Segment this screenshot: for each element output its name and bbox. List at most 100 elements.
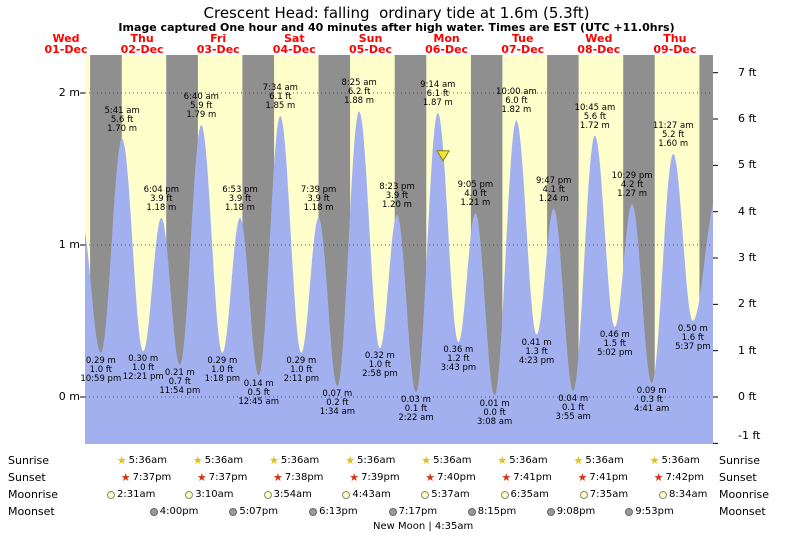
annotation-line: 5:02 pm <box>597 348 633 359</box>
annotation-line: 1.60 m <box>658 138 689 149</box>
annotation-line: 1.3 ft <box>525 346 548 357</box>
annotation-line: 0.30 m <box>128 354 159 365</box>
annotation-line: 0.5 ft <box>247 387 270 398</box>
day-date: 02-Dec <box>120 43 164 56</box>
moonset-time: 7:17pm <box>398 506 438 517</box>
moonrise-item: 7:35am <box>579 489 628 501</box>
annotation-line: 7:34 am <box>262 82 298 93</box>
annotation-line: 0.3 ft <box>640 395 663 406</box>
high-tide-annotation: 11:27 am 5.2 ft 1.60 m <box>653 121 694 149</box>
moonrise-item: 8:34am <box>659 489 707 501</box>
sunset-star-icon: ★ <box>196 471 207 484</box>
low-tide-annotation: 0.29 m 1.0 ft 10:59 pm <box>80 356 121 384</box>
sunrise-time: 5:36am <box>357 455 396 466</box>
day-label: Wed 08-Dec <box>577 33 620 55</box>
annotation-line: 4:41 am <box>634 404 670 415</box>
annotation-line: 1.88 m <box>344 96 375 107</box>
y-axis-label-ft: 5 ft <box>738 158 757 172</box>
annotation-line: 6.2 ft <box>347 87 371 98</box>
moonrise-item: 6:35am <box>500 489 549 501</box>
sunrise-star-icon: ★ <box>649 454 660 467</box>
annotation-line: 5.2 ft <box>661 129 685 140</box>
sunset-item: ★ 7:37pm <box>197 472 247 484</box>
annotation-line: 3:08 am <box>476 416 513 427</box>
day-label: Thu 09-Dec <box>653 33 696 55</box>
astro-row-label-right: Sunset <box>719 471 757 484</box>
chart-title: Crescent Head: falling ordinary tide at … <box>203 4 590 22</box>
annotation-line: 12:21 pm <box>122 372 164 383</box>
annotation-line: 0.50 m <box>677 324 708 334</box>
annotation-line: 8:25 am <box>341 78 377 89</box>
y-axis-label-ft: 7 ft <box>738 65 757 79</box>
low-tide-annotation: 0.21 m 0.7 ft 11:54 pm <box>159 369 200 396</box>
sunrise-item: ★ 5:36am <box>497 455 547 467</box>
moonset-item: 7:17pm <box>388 506 438 518</box>
annotation-line: 6.0 ft <box>505 96 528 107</box>
annotation-line: 1:34 am <box>319 407 356 418</box>
moonrise-time: 8:34am <box>669 489 708 500</box>
day-label: Fri 03-Dec <box>197 33 240 55</box>
day-name: Wed <box>585 32 613 45</box>
low-tide-annotation: 0.03 m 0.1 ft 2:22 am <box>398 396 433 423</box>
moonset-moon-icon <box>546 508 555 516</box>
y-axis-label-m: 1 m <box>58 238 80 251</box>
moonrise-item: 4:43am <box>342 489 391 501</box>
low-tide-annotation: 0.01 m 0.0 ft 3:08 am <box>476 399 513 427</box>
new-moon-label: New Moon | 4:35am <box>372 521 474 532</box>
sunrise-item: ★ 5:36am <box>650 455 700 467</box>
y-axis-label-m: 2 m <box>58 86 80 99</box>
moonrise-time: 5:37am <box>431 489 470 500</box>
low-tide-annotation: 0.29 m 1.0 ft 1:18 pm <box>205 356 240 384</box>
annotation-line: 1.2 ft <box>447 354 470 365</box>
annotation-line: 3:43 pm <box>440 363 477 374</box>
sunrise-time: 5:36am <box>585 455 624 466</box>
annotation-line: 1.72 m <box>579 120 610 131</box>
annotation-line: 0.41 m <box>521 337 552 348</box>
annotation-line: 0.07 m <box>322 389 353 400</box>
sunrise-item: ★ 5:36am <box>117 455 167 467</box>
day-name: Thu <box>663 32 687 45</box>
sunrise-time: 5:36am <box>661 455 700 466</box>
annotation-line: 3.9 ft <box>385 190 409 201</box>
high-tide-annotation: 9:14 am 6.1 ft 1.87 m <box>420 80 455 108</box>
annotation-line: 1.24 m <box>538 193 569 204</box>
sunrise-time: 5:36am <box>509 455 548 466</box>
sunrise-item: ★ 5:36am <box>574 455 624 467</box>
high-tide-annotation: 10:00 am 6.0 ft 1.82 m <box>496 88 537 115</box>
day-name: Sat <box>283 32 305 45</box>
sunset-time: 7:41pm <box>589 472 628 483</box>
day-label: Mon 06-Dec <box>425 33 468 55</box>
day-label: Thu 02-Dec <box>121 33 164 55</box>
sunset-star-icon: ★ <box>120 471 131 484</box>
annotation-line: 4.1 ft <box>542 184 565 195</box>
high-tide-annotation: 7:34 am 6.1 ft 1.85 m <box>262 82 298 111</box>
annotation-line: 3.9 ft <box>150 193 173 204</box>
low-tide-annotation: 0.46 m 1.5 ft 5:02 pm <box>597 331 632 358</box>
astro-row-label-left: Moonset <box>8 505 55 518</box>
y-axis-label-ft: -1 ft <box>738 429 761 442</box>
annotation-line: 2:11 pm <box>283 373 320 384</box>
sunrise-item: ★ 5:36am <box>193 455 243 467</box>
moonset-time: 9:53pm <box>635 506 674 517</box>
sunset-item: ★ 7:41pm <box>578 472 628 484</box>
annotation-line: 5.6 ft <box>110 114 134 125</box>
annotation-line: 0.1 ft <box>404 404 428 415</box>
sunrise-time: 5:36am <box>128 455 167 466</box>
annotation-line: 10:45 am <box>574 102 616 113</box>
tide-curve <box>85 111 713 444</box>
moonset-item: 5:07pm <box>229 506 278 518</box>
annotation-line: 3.9 ft <box>307 193 330 204</box>
moonset-moon-icon <box>309 508 318 516</box>
astro-row-label-right: Sunrise <box>719 454 761 467</box>
astro-row-label-left: Sunset <box>8 471 46 484</box>
moonrise-item: 5:37am <box>421 489 470 501</box>
sunset-item: ★ 7:40pm <box>425 472 475 484</box>
moonset-time: 6:13pm <box>319 506 358 517</box>
day-label: Sun 05-Dec <box>349 33 392 55</box>
annotation-line: 8:23 pm <box>379 181 415 192</box>
high-tide-annotation: 9:47 pm 4.1 ft 1.24 m <box>536 176 571 204</box>
y-axis-label-ft: 1 ft <box>738 343 757 357</box>
moonset-item: 8:15pm <box>467 506 516 518</box>
annotation-line: 1.82 m <box>501 105 532 116</box>
